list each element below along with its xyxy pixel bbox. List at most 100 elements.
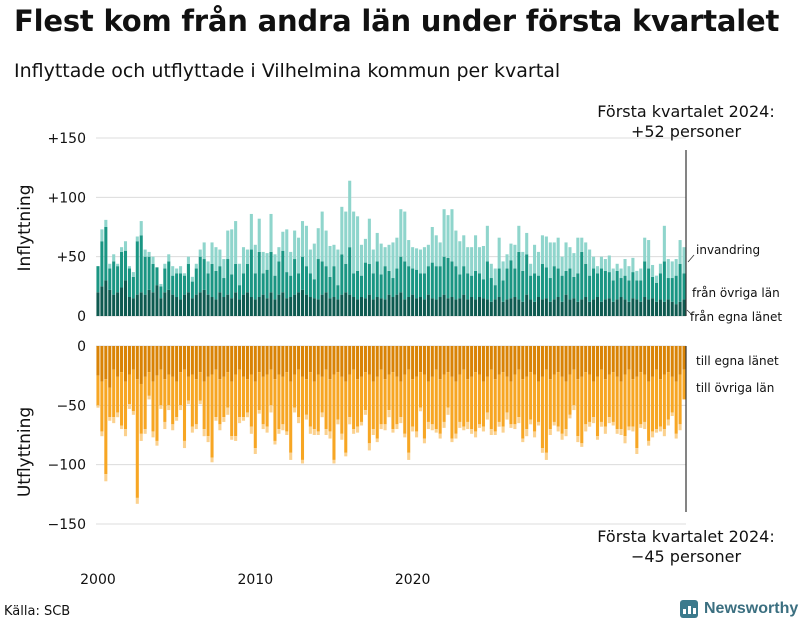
bar-in-ovriga xyxy=(548,278,552,302)
bar-out-extra xyxy=(572,405,576,411)
bar-out-ovriga xyxy=(430,376,434,425)
bar-out-extra xyxy=(481,426,485,432)
bar-in-ovriga xyxy=(273,275,277,300)
bar-in-ovriga xyxy=(477,273,482,298)
bar-in-ovriga xyxy=(336,285,340,300)
bar-out-egna xyxy=(403,346,407,375)
bar-in-egna xyxy=(155,285,159,316)
bar-out-egna xyxy=(627,346,631,370)
bar-out-extra xyxy=(245,412,249,418)
bar-in-ovriga xyxy=(182,275,187,295)
bar-out-ovriga xyxy=(206,376,210,437)
bar-out-extra xyxy=(470,429,474,434)
bar-in-egna xyxy=(300,289,305,316)
bar-out-ovriga xyxy=(548,379,552,430)
bar-out-extra xyxy=(293,407,297,413)
bar-out-extra xyxy=(308,426,312,434)
bar-in-ovriga xyxy=(104,227,108,281)
bar-out-egna xyxy=(513,346,517,375)
bar-out-extra xyxy=(434,429,438,433)
bar-out-extra xyxy=(340,433,344,440)
bar-out-egna xyxy=(560,346,564,377)
bar-out-extra xyxy=(265,426,269,433)
bar-in-egna xyxy=(418,297,423,316)
annotation-top-line1: Första kvartalet 2024: xyxy=(597,102,774,121)
bar-in-egna xyxy=(525,294,529,316)
bar-in-invandring xyxy=(143,249,147,257)
bar-in-invandring xyxy=(371,249,375,274)
bar-out-ovriga xyxy=(249,374,253,427)
bar-out-extra xyxy=(548,429,552,435)
bar-in-ovriga xyxy=(285,272,289,299)
bar-out-egna xyxy=(521,346,525,380)
logo-text: Newsworthy xyxy=(704,600,799,617)
bar-out-ovriga xyxy=(666,372,670,420)
bar-in-ovriga xyxy=(269,251,273,293)
bar-in-invandring xyxy=(493,268,497,286)
bar-out-ovriga xyxy=(619,381,623,430)
bar-in-ovriga xyxy=(647,268,651,300)
bar-out-ovriga xyxy=(529,372,533,420)
bar-out-extra xyxy=(155,440,159,446)
bar-out-egna xyxy=(470,346,474,377)
bar-out-extra xyxy=(536,421,541,426)
bar-in-ovriga xyxy=(190,281,194,299)
bar-in-egna xyxy=(131,298,135,316)
bar-out-egna xyxy=(96,346,100,376)
bar-out-extra xyxy=(615,429,619,434)
bar-in-egna xyxy=(163,292,167,316)
bar-in-ovriga xyxy=(654,282,659,302)
y-tick-label: +150 xyxy=(48,131,86,147)
bar-out-ovriga xyxy=(446,372,450,408)
bar-out-egna xyxy=(533,346,537,375)
bar-out-egna xyxy=(580,346,584,377)
bar-out-egna xyxy=(116,346,120,377)
bar-out-ovriga xyxy=(466,379,470,422)
bar-in-egna xyxy=(202,289,206,316)
bar-in-invandring xyxy=(352,211,356,274)
bar-out-extra xyxy=(218,424,222,431)
bar-out-extra xyxy=(175,417,179,421)
bar-out-extra xyxy=(383,424,387,431)
bar-in-egna xyxy=(348,294,352,316)
bar-out-ovriga xyxy=(603,379,607,427)
bar-out-ovriga xyxy=(383,379,387,425)
bar-out-ovriga xyxy=(171,376,175,425)
bar-out-ovriga xyxy=(556,372,560,427)
bar-in-egna xyxy=(454,299,458,316)
bar-out-extra xyxy=(525,429,529,437)
bar-out-extra xyxy=(171,424,175,431)
bar-in-invandring xyxy=(116,263,120,267)
bar-in-egna xyxy=(580,299,584,316)
bar-in-ovriga xyxy=(320,261,324,295)
bar-out-extra xyxy=(651,431,655,438)
y-axis-label-inflyttning: Inflyttning xyxy=(15,185,35,272)
bar-out-egna xyxy=(588,346,592,375)
bar-out-ovriga xyxy=(230,381,234,437)
bar-in-egna xyxy=(631,298,635,316)
bar-out-ovriga xyxy=(371,381,375,430)
bar-out-extra xyxy=(611,421,615,426)
bar-in-invandring xyxy=(131,272,135,277)
bar-out-egna xyxy=(167,346,171,375)
bar-out-extra xyxy=(332,459,336,464)
bar-out-extra xyxy=(430,424,434,431)
bar-in-egna xyxy=(470,297,474,316)
bar-out-egna xyxy=(206,346,210,377)
bar-out-ovriga xyxy=(399,381,403,418)
bar-out-egna xyxy=(595,346,600,377)
bar-in-invandring xyxy=(639,268,643,281)
bar-out-ovriga xyxy=(159,369,163,406)
bar-in-egna xyxy=(112,294,116,316)
bar-in-ovriga xyxy=(454,266,458,300)
bar-in-ovriga xyxy=(340,254,344,295)
bar-in-egna xyxy=(682,299,686,316)
bar-in-invandring xyxy=(576,237,580,274)
bar-in-egna xyxy=(135,294,139,316)
bar-in-invandring xyxy=(540,235,544,264)
newsworthy-logo[interactable]: Newsworthy xyxy=(680,600,798,618)
bar-out-ovriga xyxy=(218,379,222,425)
bar-out-egna xyxy=(293,346,297,375)
bar-in-ovriga xyxy=(312,279,316,299)
